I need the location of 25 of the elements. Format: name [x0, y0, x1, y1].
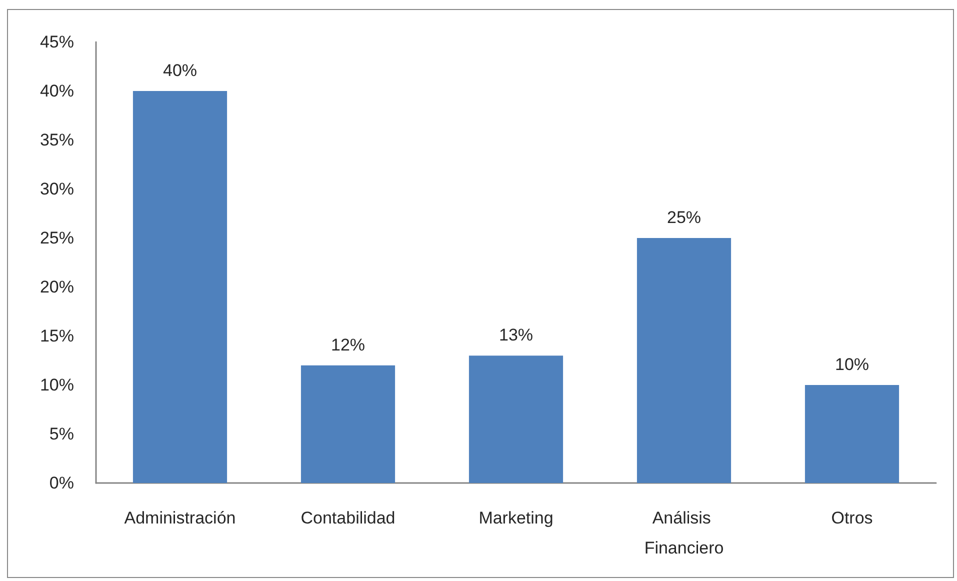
y-tick-label: 0% [49, 474, 74, 492]
y-tick-label: 25% [40, 228, 74, 248]
bar [300, 365, 396, 483]
x-tick-label: Análisis Financiero [644, 508, 724, 558]
y-tick-label: 45% [40, 32, 74, 52]
data-label: 25% [666, 208, 702, 227]
y-tick-label: 5% [49, 424, 74, 444]
y-tick-label: 10% [40, 376, 74, 394]
data-label: 12% [330, 335, 366, 354]
bar [132, 91, 228, 483]
y-tick-label: 30% [40, 180, 74, 198]
x-tick-label: Contabilidad [300, 508, 396, 528]
bar [636, 238, 732, 483]
y-tick-label: 40% [40, 82, 74, 100]
bar [468, 356, 564, 483]
data-label: 13% [498, 326, 534, 345]
y-tick-label: 20% [40, 278, 74, 296]
y-tick-label: 15% [40, 326, 74, 346]
data-label: 10% [834, 355, 870, 374]
bar [804, 385, 900, 483]
x-tick-label: Administración [124, 508, 236, 528]
y-tick-label: 35% [40, 130, 74, 150]
data-label: 40% [162, 61, 198, 80]
x-tick-label: Otros [831, 508, 873, 528]
x-tick-label: Marketing [478, 508, 554, 528]
